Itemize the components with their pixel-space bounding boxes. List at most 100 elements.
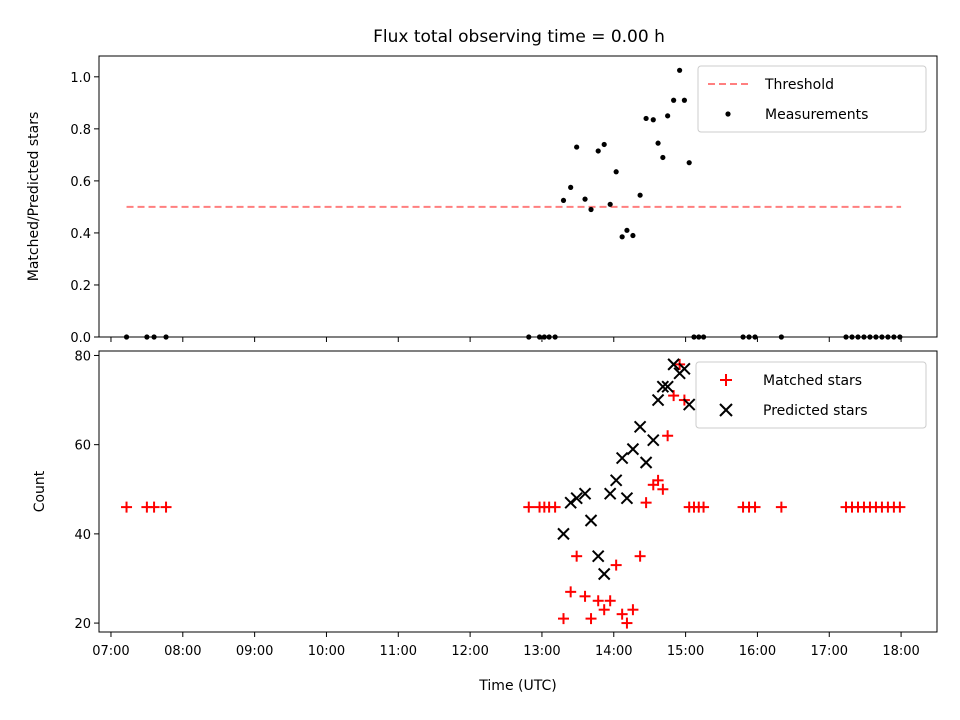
measurement-point: [637, 192, 643, 198]
predicted-legend-swatch: [719, 403, 733, 417]
bottom-panel: 20 40 60 80 07:00 08:00 09:00 10:00 11:00 12:00 13…: [32, 349, 938, 694]
top-tick-layer: 0.0 0.2 0.4 0.6 0.8 1.0: [70, 71, 902, 346]
predicted-stars-point-b: [667, 358, 680, 371]
x-tick-label: 16:00: [739, 644, 776, 659]
predicted-stars-point: [603, 487, 617, 500]
x-tick-label: 18:00: [882, 644, 919, 659]
predicted-stars-point-b: [626, 442, 640, 456]
x-tick-label: 14:00: [595, 644, 632, 659]
matched-stars-point: [668, 390, 680, 402]
matched-stars-point: [657, 483, 669, 495]
predicted-stars-point: [678, 362, 691, 376]
measurement-point: [665, 113, 671, 119]
matched-stars-point: [627, 604, 639, 616]
predicted-stars-point-b: [597, 567, 611, 581]
matched-stars-point: [549, 501, 561, 513]
matched-stars-point: [634, 550, 646, 562]
measurement-point: [681, 97, 688, 103]
predicted-stars-point-b: [584, 514, 598, 527]
predicted-stars-point: [667, 358, 680, 371]
measurement-point: [568, 184, 574, 190]
top-y-axis-label: Matched/Predicted stars: [26, 112, 42, 282]
matched-stars-point: [565, 586, 577, 598]
x-tick-label: 11:00: [380, 644, 417, 659]
predicted-stars-point: [647, 433, 660, 447]
matched-stars-point: [894, 501, 906, 513]
x-tick-label: 08:00: [164, 644, 201, 659]
threshold-legend-label: Threshold: [764, 77, 834, 93]
measurement-point: [560, 197, 567, 204]
bottom-y-tick-label: 80: [74, 349, 91, 364]
measurement-point: [574, 144, 580, 150]
predicted-stars-point-b: [661, 380, 674, 393]
top-y-tick-label: 1.0: [70, 71, 91, 86]
matched-stars-point: [523, 501, 535, 513]
predicted-stars-point: [639, 456, 653, 469]
bottom-y-axis-label: Count: [32, 470, 48, 512]
predicted-stars-point: [597, 567, 611, 581]
top-y-tick-label: 0.4: [70, 227, 91, 242]
x-axis-label: Time (UTC): [478, 678, 556, 694]
measurement-point: [582, 196, 588, 202]
top-legend: Threshold Measurements: [697, 65, 927, 133]
predicted-stars-point: [570, 491, 583, 505]
measurements-legend-swatch: [725, 111, 731, 117]
predicted-stars-point: [656, 380, 670, 393]
measurement-point: [650, 117, 656, 123]
measurement-point: [677, 67, 683, 73]
predicted-stars-point: [661, 380, 674, 393]
top-panel: 0.0 0.2 0.4 0.6 0.8 1.0 Matched/Predicted sta…: [26, 55, 938, 346]
matched-stars-point: [585, 613, 597, 625]
bottom-data-layer: [121, 358, 906, 629]
predicted-stars-point-b: [557, 527, 570, 541]
measurement-point: [595, 148, 601, 154]
measurement-point: [613, 169, 619, 175]
x-tick-label: 09:00: [236, 644, 273, 659]
top-legend-box: [697, 65, 927, 133]
predicted-stars-point-b: [633, 420, 647, 434]
matched-legend-swatch: [720, 374, 732, 386]
predicted-stars-point: [651, 393, 665, 407]
predicted-stars-point-b: [639, 456, 653, 469]
measurement-point: [624, 227, 630, 233]
matched-stars-point: [579, 590, 591, 602]
measurement-point: [607, 201, 613, 207]
matched-stars-point: [604, 595, 616, 607]
predicted-stars-point: [557, 527, 570, 541]
predicted-stars-point: [609, 474, 623, 487]
matched-stars-point: [749, 501, 761, 513]
matched-stars-point: [640, 497, 652, 509]
predicted-stars-point-b: [603, 487, 617, 500]
matched-stars-point: [571, 550, 583, 562]
matched-stars-point: [616, 608, 628, 620]
predicted-stars-point-b: [578, 487, 592, 500]
predicted-legend-label: Predicted stars: [763, 403, 868, 419]
predicted-stars-point: [620, 491, 634, 505]
x-tick-label: 13:00: [523, 644, 560, 659]
matched-stars-point: [652, 474, 664, 486]
measurement-point: [655, 140, 661, 146]
matched-stars-point: [598, 604, 610, 616]
predicted-stars-point: [584, 514, 598, 527]
matched-stars-point: [621, 617, 633, 629]
predicted-stars-point-b: [682, 398, 696, 411]
matched-stars-point: [610, 559, 622, 571]
measurement-point: [643, 115, 649, 122]
predicted-stars-point-b: [656, 380, 670, 393]
bottom-tick-layer: 20 40 60 80 07:00 08:00 09:00 10:00 11:00 12:00 13…: [74, 349, 919, 659]
x-tick-label: 07:00: [92, 644, 129, 659]
measurement-point: [686, 160, 692, 166]
matched-stars-point: [775, 501, 787, 513]
measurements-legend-label: Measurements: [765, 107, 868, 123]
top-y-tick-label: 0.2: [70, 279, 91, 294]
matched-stars-point: [557, 613, 569, 625]
predicted-stars-point: [564, 496, 577, 509]
bottom-plot-frame: [98, 350, 938, 633]
predicted-stars-point-b: [564, 496, 577, 509]
top-chart-title: Flux total observing time = 0.00 h: [373, 27, 665, 47]
measurement-point: [619, 234, 625, 240]
predicted-stars-point-b: [651, 393, 665, 407]
predicted-stars-point: [633, 420, 647, 434]
predicted-stars-point-b: [647, 433, 660, 447]
